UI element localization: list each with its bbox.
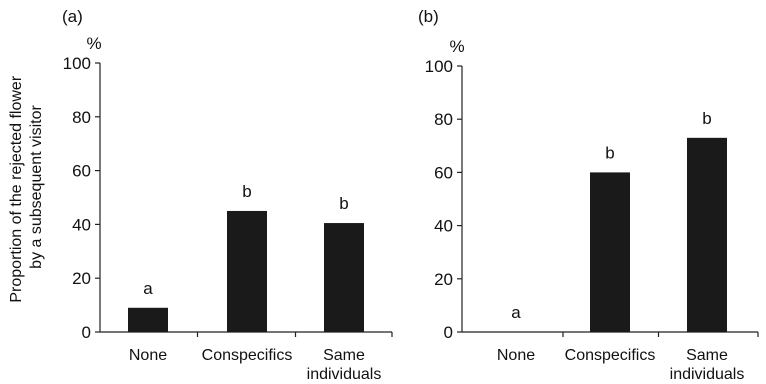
panel-b-bar-3 [687,137,727,332]
panel-b-significance-letter-1: a [511,303,521,322]
panel-b-y-tick-label: 0 [444,323,453,342]
panel-a-y-tick-label: 20 [72,269,91,288]
panel-a-category-label-3: Same [323,347,365,364]
panel-b-chart: (b) % 0 20 40 60 80 100 a None b Conspecifics b Sam… [418,7,759,383]
panel-a-y-tick-label: 60 [72,162,91,181]
panel-b-category-label-2: Conspecifics [565,347,656,364]
panel-a-significance-letter-1: a [143,279,153,298]
panel-b-label: (b) [418,7,439,26]
panel-b-unit-label: % [449,37,464,56]
panel-b-significance-letter-3: b [702,109,711,128]
panel-b-y-tick-label: 80 [434,110,453,129]
panel-a-y-axis-title-line-2: by a subsequent visitor [28,105,45,269]
panel-b-bar-2 [590,172,630,332]
panel-b-category-label-1: None [497,347,535,364]
panel-a-y-axis-title-line-1: Proportion of the rejected flower [8,75,25,302]
panel-b-y-tick-label: 100 [425,57,453,76]
panel-a-y-tick-label: 40 [72,215,91,234]
panel-a-bar-3 [324,223,364,332]
panel-b-category-label-3: individuals [670,366,745,383]
panel-a-bar-2 [227,210,267,332]
panel-a-label: (a) [62,7,83,26]
panel-b-y-tick-label: 20 [434,270,453,289]
panel-a-y-tick-label: 0 [82,323,91,342]
panel-a-y-axis-title: Proportion of the rejected flower by a s… [8,71,45,302]
panel-b-y-tick-label: 60 [434,163,453,182]
panel-b-y-tick-label: 40 [434,217,453,236]
panel-a-category-label-3: individuals [307,366,382,383]
panel-b-significance-letter-2: b [605,143,614,162]
panel-a-bar-1 [128,307,168,332]
panel-a-category-label-2: Conspecifics [202,347,293,364]
panel-a-category-label-1: None [129,347,167,364]
panel-a-y-tick-label: 80 [72,108,91,127]
panel-a-significance-letter-3: b [339,194,348,213]
panel-a-unit-label: % [86,34,101,53]
panel-b-category-label-3: Same [686,347,728,364]
panel-a-significance-letter-2: b [242,182,251,201]
panel-a-chart: (a) % Proportion of the rejected flower … [8,7,393,383]
panel-a-y-tick-label: 100 [63,54,91,73]
